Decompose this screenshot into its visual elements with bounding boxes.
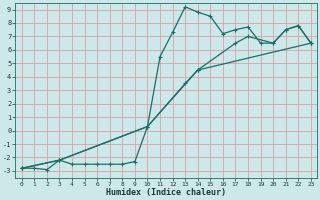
X-axis label: Humidex (Indice chaleur): Humidex (Indice chaleur) (106, 188, 226, 197)
